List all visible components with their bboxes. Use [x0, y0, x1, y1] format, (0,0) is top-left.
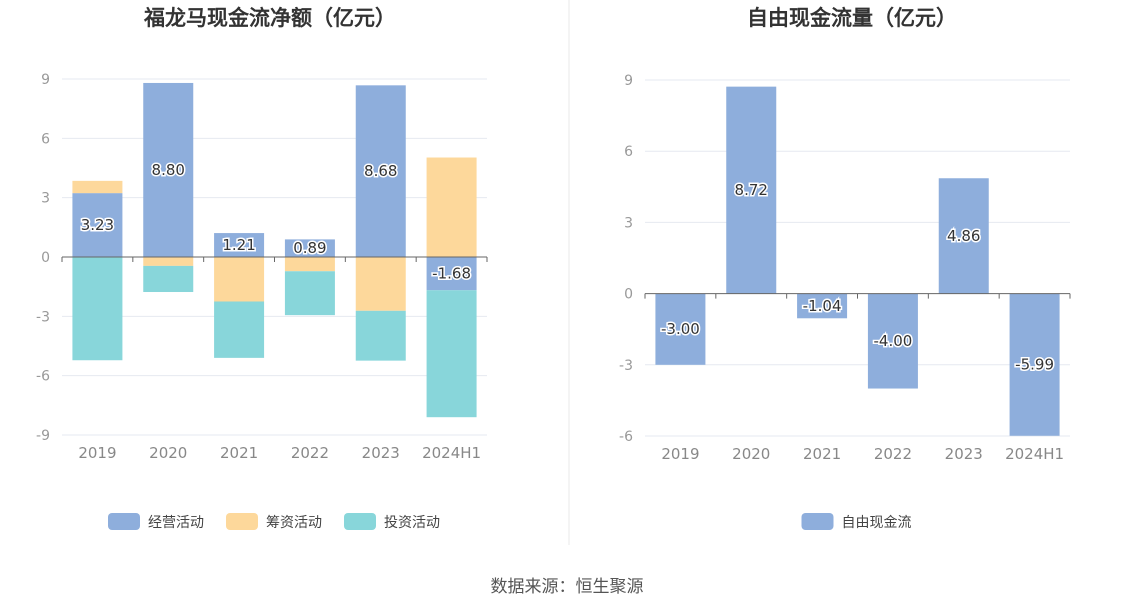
y-tick-label: 3: [41, 191, 50, 207]
data-label: 0.89: [293, 239, 326, 257]
bar-2023-s0: [938, 178, 989, 294]
right-chart-title: 自由现金流量（亿元）: [747, 6, 957, 30]
bar-2021-s1: [214, 257, 265, 302]
data-label: 4.86: [947, 227, 980, 245]
y-tick-label: -6: [619, 429, 633, 445]
y-tick-label: 0: [41, 250, 50, 266]
bar-2020-s1: [143, 257, 194, 266]
y-tick-label: -3: [619, 358, 633, 374]
right-chart-plot: 9 6 3 0 -3 -6 2019 2020 2021 2022 2023 2024H1 -3.00 8…: [619, 73, 1071, 463]
x-category-label: 2019: [78, 444, 116, 462]
bar-2022-s0: [867, 293, 918, 389]
x-category-label: 2021: [803, 445, 841, 463]
x-category-label: 2022: [874, 445, 912, 463]
right-chart-legend: 自由现金流: [801, 513, 912, 531]
bar-2019-s0: [655, 293, 706, 365]
x-category-label: 2023: [945, 445, 983, 463]
bar-2024h1-s2: [426, 290, 477, 418]
bar-2021-s0: [797, 293, 848, 319]
bar-2024h1-s1: [426, 157, 477, 257]
x-category-label: 2020: [732, 445, 770, 463]
legend-swatch: [108, 513, 140, 530]
data-label: -5.99: [1015, 356, 1054, 374]
bar-2019-s2: [72, 257, 123, 361]
data-label: 8.80: [152, 161, 185, 179]
bar-2021-s0: [214, 233, 265, 257]
data-label: 3.23: [81, 216, 114, 234]
y-tick-label: 3: [624, 215, 633, 231]
y-tick-label: -3: [36, 309, 50, 325]
legend-swatch: [344, 513, 376, 530]
left-chart-plot: 9 6 3 0 -3 -6 -9 2019 2020 2021 2022 2023 2024H1 3.23…: [36, 72, 488, 462]
legend-label: 投资活动: [384, 515, 440, 531]
bar-2019-s1: [72, 180, 123, 194]
legend-swatch: [226, 513, 258, 530]
bar-2022-s0: [284, 239, 335, 257]
y-tick-label: 9: [41, 72, 50, 88]
x-category-label: 2023: [362, 444, 400, 462]
bar-2020-s0: [143, 82, 194, 257]
y-tick-label: 0: [624, 287, 633, 303]
x-category-label: 2021: [220, 444, 258, 462]
bar-2023-s2: [355, 310, 406, 361]
data-label: -1.68: [432, 265, 471, 283]
bar-2020-s0: [726, 86, 777, 294]
x-category-label: 2019: [661, 445, 699, 463]
x-category-label: 2024H1: [1005, 445, 1064, 463]
y-tick-label: 9: [624, 73, 633, 89]
data-source-text: 数据来源：恒生聚源: [491, 577, 644, 597]
bar-2021-s2: [214, 301, 265, 358]
data-label: 1.21: [222, 236, 255, 254]
y-tick-label: 6: [41, 131, 50, 147]
data-label: 8.68: [364, 162, 397, 180]
left-chart-legend: 经营活动 筹资活动 投资活动: [108, 513, 440, 531]
bar-2019-s0: [72, 193, 123, 257]
bar-2023-s1: [355, 257, 406, 311]
x-category-label: 2024H1: [422, 444, 481, 462]
y-tick-label: 6: [624, 144, 633, 160]
legend-swatch: [801, 513, 834, 530]
data-label: -4.00: [874, 332, 913, 350]
x-category-label: 2020: [149, 444, 187, 462]
bar-2024h1-s0: [1009, 293, 1060, 436]
data-label: -1.04: [803, 297, 842, 315]
bar-2024h1-s0: [426, 257, 477, 291]
legend-label: 经营活动: [148, 515, 204, 531]
left-chart-title: 福龙马现金流净额（亿元）: [143, 6, 396, 30]
legend-label: 筹资活动: [266, 514, 322, 531]
bar-2020-s2: [143, 265, 194, 293]
bar-2022-s2: [284, 271, 335, 316]
y-tick-label: -6: [36, 369, 50, 385]
data-label: 8.72: [735, 181, 768, 199]
data-label: -3.00: [661, 320, 700, 338]
bar-2023-s0: [355, 85, 406, 257]
bar-2022-s1: [284, 257, 335, 272]
x-category-label: 2022: [291, 444, 329, 462]
y-tick-label: -9: [36, 428, 50, 444]
legend-label: 自由现金流: [842, 515, 912, 531]
